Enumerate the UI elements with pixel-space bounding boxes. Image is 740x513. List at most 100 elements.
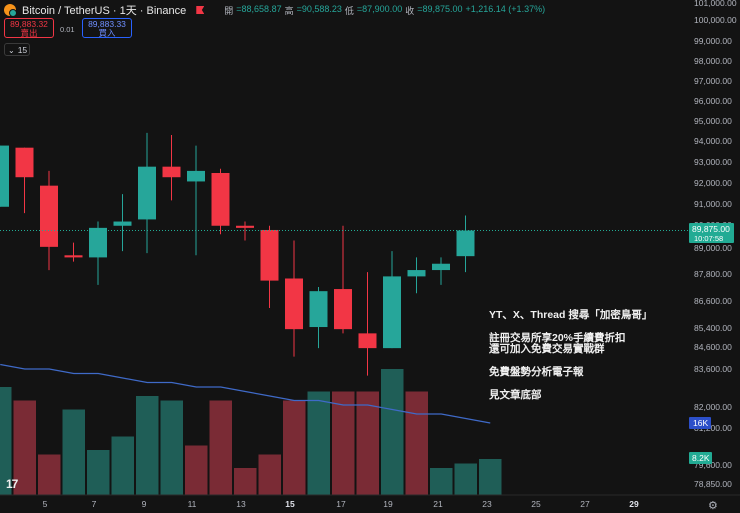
ohlc-values: 開 =88,658.87 高 =90,588.23 低 =87,900.00 收 =89… xyxy=(224,4,545,17)
x-tick-label: 21 xyxy=(433,499,443,509)
candle-body xyxy=(162,166,181,178)
x-tick-label: 27 xyxy=(580,499,590,509)
symbol-title[interactable]: Bitcoin / TetherUS · 1天 · Binance xyxy=(22,5,187,17)
volume-bar xyxy=(283,400,306,495)
last-price-label: 89,875.00 xyxy=(692,224,730,234)
promo-line-1: YT、X、Thread 搜尋「加密鳥哥」 xyxy=(489,309,653,321)
ohlc-low: =87,900.00 xyxy=(356,3,403,14)
volume-bar xyxy=(356,391,379,495)
volume-ma-line xyxy=(0,363,491,424)
countdown-label: 10:07:58 xyxy=(694,234,723,243)
candle-body xyxy=(0,145,9,207)
candle-body xyxy=(15,147,34,178)
y-tick-label: 79,600.00 xyxy=(694,460,732,470)
ohlc-high: =90,588.23 xyxy=(296,3,342,14)
ohlc-change: +1,216.14 (+1.37%) xyxy=(465,3,546,14)
volume-ma-label: 16K xyxy=(693,418,708,428)
y-tick-label: 98,000.00 xyxy=(694,56,732,66)
y-tick-label: 100,000.00 xyxy=(694,15,737,25)
candle-body xyxy=(334,289,352,330)
promo-line-2: 註冊交易所享20%手續費折扣 xyxy=(489,332,626,344)
x-tick-label: 15 xyxy=(285,499,295,509)
candle-body xyxy=(285,278,303,330)
y-tick-label: 81,200.00 xyxy=(694,423,732,433)
volume-bar xyxy=(160,400,183,495)
candle-body xyxy=(89,227,107,258)
candle-body xyxy=(113,221,132,226)
sell-label: 賣出 xyxy=(20,28,38,38)
candle-body xyxy=(309,291,328,328)
candle-body xyxy=(138,166,156,220)
chart-header: Bitcoin / TetherUS · 1天 · Binance 開 =88,6… xyxy=(4,2,545,18)
y-tick-label: 83,600.00 xyxy=(694,364,732,374)
volume-bar xyxy=(38,454,61,495)
x-tick-label: 19 xyxy=(383,499,393,509)
volume-current-tag xyxy=(689,452,712,464)
volume-bar xyxy=(454,463,477,495)
x-tick-label: 5 xyxy=(43,499,48,509)
sell-price: 89,883.32 xyxy=(10,19,48,29)
y-tick-label: 99,000.00 xyxy=(694,36,732,46)
tradingview-logo-icon[interactable]: 17 xyxy=(6,477,18,491)
x-tick-label: 7 xyxy=(92,499,97,509)
gear-icon[interactable]: ⚙ xyxy=(708,500,718,512)
promo-line-5: 見文章底部 xyxy=(489,389,542,401)
buy-price: 89,883.33 xyxy=(88,19,126,29)
volume-bar xyxy=(209,400,232,495)
y-tick-label: 92,000.00 xyxy=(694,178,732,188)
candle-body xyxy=(432,263,450,271)
flag-icon[interactable] xyxy=(196,6,205,14)
candle-body xyxy=(407,270,426,277)
volume-bar xyxy=(13,400,36,495)
volume-bar xyxy=(258,454,281,495)
volume-bar xyxy=(234,468,257,495)
y-tick-label: 93,000.00 xyxy=(694,157,732,167)
indicators-toggle[interactable]: 15 xyxy=(4,43,30,56)
ohlc-close: =89,875.00 xyxy=(417,3,463,14)
x-tick-label: 17 xyxy=(336,499,346,509)
volume-bar xyxy=(111,436,134,495)
volume-bar xyxy=(430,468,453,495)
candle-body xyxy=(187,170,205,182)
volume-bar xyxy=(332,391,355,495)
volume-bar xyxy=(62,409,85,495)
x-tick-label: 13 xyxy=(236,499,246,509)
sell-button[interactable]: 89,883.32 賣出 xyxy=(4,18,54,38)
x-tick-label: 11 xyxy=(188,499,197,509)
candle-body xyxy=(456,230,475,257)
buy-button[interactable]: 89,883.33 買入 xyxy=(82,18,132,38)
volume-bar xyxy=(87,450,110,495)
volume-bar xyxy=(0,387,12,495)
y-tick-label: 94,000.00 xyxy=(694,136,732,146)
ohlc-open-key: 開 xyxy=(224,5,234,16)
candle-body xyxy=(236,225,254,228)
volume-bar xyxy=(381,369,404,495)
buy-label: 買入 xyxy=(98,28,116,38)
last-price-tag xyxy=(689,223,734,243)
candle-body xyxy=(64,255,83,258)
candle-body xyxy=(358,333,377,349)
ohlc-high-key: 高 xyxy=(284,5,294,16)
y-tick-label: 91,000.00 xyxy=(694,199,732,209)
y-tick-label: 85,400.00 xyxy=(694,323,732,333)
y-tick-label: 96,000.00 xyxy=(694,96,732,106)
spread-value: 0.01 xyxy=(60,25,75,34)
y-tick-label: 89,000.00 xyxy=(694,243,732,253)
candle-body xyxy=(211,173,230,226)
volume-bar xyxy=(479,459,502,495)
bitcoin-logo-icon xyxy=(4,4,17,17)
y-tick-label: 86,600.00 xyxy=(694,296,732,306)
x-tick-label: 25 xyxy=(531,499,541,509)
volume-bar xyxy=(307,391,330,495)
y-tick-label: 84,600.00 xyxy=(694,342,732,352)
ohlc-low-key: 低 xyxy=(344,5,354,16)
ohlc-open: =88,658.87 xyxy=(236,3,282,14)
volume-bar xyxy=(405,391,428,495)
volume-current-label: 8.2K xyxy=(692,453,710,463)
y-tick-label: 95,000.00 xyxy=(694,116,732,126)
promo-line-3: 還可加入免費交易實戰群 xyxy=(489,343,605,355)
volume-bar xyxy=(185,445,208,495)
y-tick-label: 101,000.00 xyxy=(694,0,737,8)
x-tick-label: 9 xyxy=(142,499,147,509)
